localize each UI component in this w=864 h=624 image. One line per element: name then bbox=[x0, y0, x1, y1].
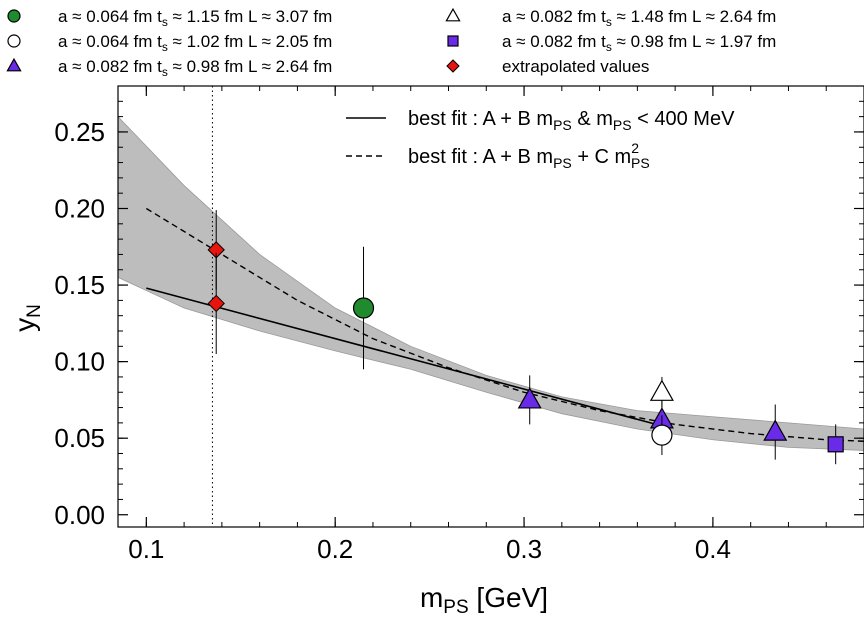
data-point-square bbox=[827, 424, 844, 465]
linear-fit-line bbox=[146, 287, 657, 426]
y-tick-label: 0.25 bbox=[54, 117, 105, 147]
marker-triangle bbox=[763, 419, 788, 441]
top-legend: a ≈ 0.064 fm ts ≈ 1.15 fm L ≈ 3.07 fm a ≈… bbox=[6, 7, 776, 79]
data-point-diamond bbox=[207, 252, 225, 354]
legend-marker-triangle bbox=[445, 7, 461, 22]
legend-entry-text: a ≈ 0.082 fm ts ≈ 1.48 fm L ≈ 2.64 fm bbox=[502, 7, 776, 29]
fit-legend: best fit : A + B mPS & mPS < 400 MeV best… bbox=[346, 108, 735, 171]
x-tick-label: 0.3 bbox=[506, 534, 542, 564]
legend-entry-text: a ≈ 0.064 fm ts ≈ 1.15 fm L ≈ 3.07 fm bbox=[58, 7, 332, 29]
legend-marker-circle bbox=[7, 9, 21, 23]
fit-legend-text: best fit : A + B mPS + C m2 PS bbox=[408, 140, 650, 171]
legend-entry-text: a ≈ 0.082 fm ts ≈ 0.98 fm L ≈ 1.97 fm bbox=[502, 32, 776, 54]
y-tick-label: 0.10 bbox=[54, 347, 105, 377]
legend-marker-circle bbox=[7, 34, 21, 48]
marker-circle bbox=[651, 424, 673, 446]
x-tick-label: 0.2 bbox=[317, 534, 353, 564]
fit-curves bbox=[145, 207, 864, 442]
legend-entry-text: extrapolated values bbox=[502, 57, 649, 76]
x-tick-label: 0.1 bbox=[128, 534, 164, 564]
marker-triangle bbox=[517, 387, 542, 409]
data-point-triangle bbox=[517, 375, 542, 425]
legend-marker-triangle bbox=[6, 57, 22, 72]
y-axis-label: yN bbox=[9, 304, 45, 332]
x-tick-label: 0.4 bbox=[695, 534, 731, 564]
legend-marker-square bbox=[447, 35, 459, 47]
axis-labels: mPS [GeV] yN bbox=[9, 304, 548, 618]
y-tick-label: 0.05 bbox=[54, 423, 105, 453]
y-tick-label: 0.00 bbox=[54, 500, 105, 530]
error-band bbox=[117, 115, 864, 451]
marker-square bbox=[827, 436, 844, 453]
uncertainty-band bbox=[117, 115, 864, 451]
data-point-triangle bbox=[763, 404, 788, 460]
data-point-triangle bbox=[649, 376, 674, 408]
quadratic-fit-line bbox=[145, 207, 864, 442]
legend-entry-text: a ≈ 0.064 fm ts ≈ 1.02 fm L ≈ 2.05 fm bbox=[58, 32, 332, 54]
legend-marker-diamond bbox=[446, 59, 460, 73]
data-point-circle bbox=[651, 415, 673, 456]
marker-diamond bbox=[207, 294, 225, 313]
data-point-circle bbox=[352, 246, 375, 370]
marker-triangle bbox=[649, 379, 674, 401]
y-tick-label: 0.20 bbox=[54, 194, 105, 224]
data-points bbox=[207, 210, 844, 465]
marker-circle bbox=[352, 297, 375, 319]
fit-legend-text: best fit : A + B mPS & mPS < 400 MeV bbox=[408, 108, 735, 133]
y-tick-label: 0.15 bbox=[54, 270, 105, 300]
plot-frame bbox=[117, 85, 864, 528]
axis-ticks: 0.1 0.2 0.3 0.4 0.00 0.05 0.10 0.15 0.20 0.25 bbox=[54, 86, 864, 564]
x-axis-label: mPS [GeV] bbox=[420, 582, 548, 618]
legend-entry-text: a ≈ 0.082 fm ts ≈ 0.98 fm L ≈ 2.64 fm bbox=[58, 57, 332, 79]
